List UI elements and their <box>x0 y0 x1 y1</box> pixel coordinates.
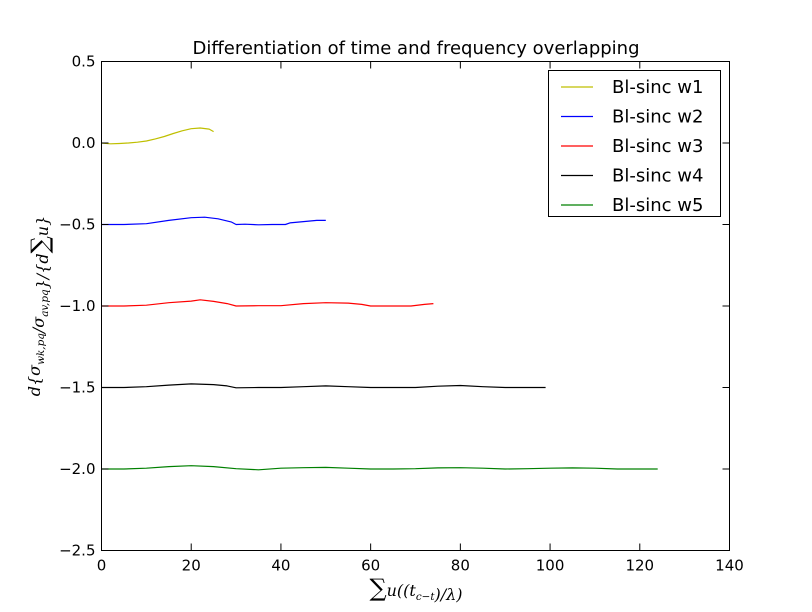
legend-label-w4: Bl-sinc w4 <box>612 166 703 187</box>
y-axis-label-text: d{σwk,pq/σav,pq}/{d∑u} <box>25 216 54 397</box>
series-line-w3 <box>101 299 434 307</box>
y-axis-label: d{σwk,pq/σav,pq}/{d∑u} <box>25 216 54 397</box>
legend-label-w2: Bl-sinc w2 <box>612 107 703 128</box>
y-tick-label: −1.5 <box>59 379 95 397</box>
y-tick-label: −2.5 <box>59 542 95 560</box>
axes-frame <box>101 61 730 551</box>
legend-label-w5: Bl-sinc w5 <box>612 195 703 216</box>
series-line-w5 <box>101 465 658 471</box>
y-tick-label: 0.0 <box>72 134 96 152</box>
legend-label-w3: Bl-sinc w3 <box>612 136 703 157</box>
plot-area <box>101 127 658 471</box>
x-tick-label: 40 <box>271 557 290 575</box>
x-tick-label: 140 <box>715 557 744 575</box>
x-tick-label: 120 <box>625 557 654 575</box>
series-line-w4 <box>101 383 546 389</box>
x-tick-label: 100 <box>536 557 565 575</box>
x-axis-label: ∑u((tc−t)/λ) <box>369 574 462 604</box>
y-tick-label: −2.0 <box>59 460 95 478</box>
legend-label-w1: Bl-sinc w1 <box>612 77 703 98</box>
y-tick-label: −0.5 <box>59 216 95 234</box>
chart-title: Differentiation of time and frequency ov… <box>192 38 639 59</box>
series-line-w2 <box>101 216 326 226</box>
x-tick-label: 0 <box>97 557 107 575</box>
axis-ticks: 0 20 40 60 80 100 120 140 0.5 0.0 −0.5 −1.0 −1.5 −2.0… <box>59 53 744 575</box>
legend: Bl-sinc w1 Bl-sinc w2 Bl-sinc w3 Bl-sinc w4… <box>548 70 721 217</box>
y-tick-label: −1.0 <box>59 297 95 315</box>
legend-box <box>548 70 721 217</box>
x-axis-label-text: ∑u((tc−t)/λ) <box>369 574 462 604</box>
x-tick-label: 20 <box>182 557 201 575</box>
series-line-w1 <box>101 127 214 145</box>
x-tick-label: 80 <box>451 557 470 575</box>
y-tick-label: 0.5 <box>72 53 96 71</box>
x-tick-label: 60 <box>361 557 380 575</box>
